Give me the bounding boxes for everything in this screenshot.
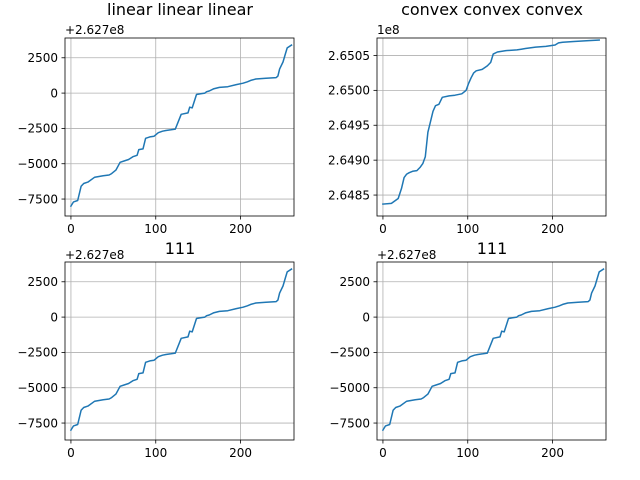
series-line xyxy=(69,268,293,432)
y-tick-label: 2.6505 xyxy=(328,49,370,63)
y-tick-label: 2.6500 xyxy=(328,84,370,98)
x-tick-label: 200 xyxy=(229,222,252,236)
x-tick-label: 0 xyxy=(379,222,387,236)
y-tick-label: −2500 xyxy=(17,346,58,360)
y-tick-label: −2500 xyxy=(17,122,58,136)
subplot-title: 111 xyxy=(165,239,196,258)
y-tick-label: 2500 xyxy=(339,275,370,289)
y-tick-label: 0 xyxy=(50,310,58,324)
y-tick-label: 0 xyxy=(50,86,58,100)
series-line xyxy=(69,44,293,208)
x-tick-label: 100 xyxy=(456,222,479,236)
y-tick-label: 2500 xyxy=(27,275,58,289)
y-tick-label: 2.6490 xyxy=(328,153,370,167)
axes-frame xyxy=(376,37,607,217)
y-tick-label: −5000 xyxy=(17,381,58,395)
y-tick-label: −7500 xyxy=(329,416,370,430)
y-tick-label: −5000 xyxy=(17,157,58,171)
x-tick-label: 0 xyxy=(67,446,75,460)
x-tick-label: 200 xyxy=(541,446,564,460)
y-tick-label: 2.6495 xyxy=(328,119,370,133)
subplot-bottom-left: 111 +2.627e8 0 100 200 −7500 −5000 −2500 0 2500 xyxy=(17,239,295,460)
y-tick-label: −5000 xyxy=(329,381,370,395)
y-offset-label: +2.627e8 xyxy=(377,248,436,262)
y-tick-label: 0 xyxy=(362,310,370,324)
plot-area: 0 100 200 −7500 −5000 −2500 0 2500 xyxy=(329,261,607,460)
y-tick-label: 2500 xyxy=(27,51,58,65)
series-line xyxy=(381,268,605,432)
axes-frame xyxy=(376,261,607,441)
subplot-title: 111 xyxy=(477,239,508,258)
y-offset-label: 1e8 xyxy=(377,23,400,37)
plot-area: 0 100 200 −7500 −5000 −2500 0 2500 xyxy=(17,261,295,460)
x-tick-label: 200 xyxy=(541,222,564,236)
x-tick-label: 200 xyxy=(229,446,252,460)
subplot-top-right: convex convex convex 1e8 0 100 200 2.6485 2.… xyxy=(328,0,607,236)
x-tick-label: 100 xyxy=(144,222,167,236)
y-tick-label: −7500 xyxy=(17,416,58,430)
subplot-title: convex convex convex xyxy=(401,0,583,19)
x-tick-label: 100 xyxy=(144,446,167,460)
series-line xyxy=(382,39,600,205)
subplot-bottom-right: 111 +2.627e8 0 100 200 −7500 −5000 −2500 0 2500 xyxy=(329,239,607,460)
x-tick-label: 0 xyxy=(379,446,387,460)
x-tick-label: 0 xyxy=(67,222,75,236)
y-offset-label: +2.627e8 xyxy=(65,23,124,37)
subplot-title: linear linear linear xyxy=(107,0,253,19)
x-tick-label: 100 xyxy=(456,446,479,460)
axes-frame xyxy=(64,37,295,217)
plot-area: 0 100 200 2.6485 2.6490 2.6495 2.6500 2.6505 xyxy=(328,37,607,236)
axes-frame xyxy=(64,261,295,441)
y-tick-label: −7500 xyxy=(17,192,58,206)
y-tick-label: 2.6485 xyxy=(328,188,370,202)
subplot-top-left: linear linear linear +2.627e8 0 100 200 −75… xyxy=(17,0,295,236)
plot-area: 0 100 200 −7500 −5000 −2500 0 2500 xyxy=(17,37,295,236)
y-tick-label: −2500 xyxy=(329,346,370,360)
y-offset-label: +2.627e8 xyxy=(65,248,124,262)
